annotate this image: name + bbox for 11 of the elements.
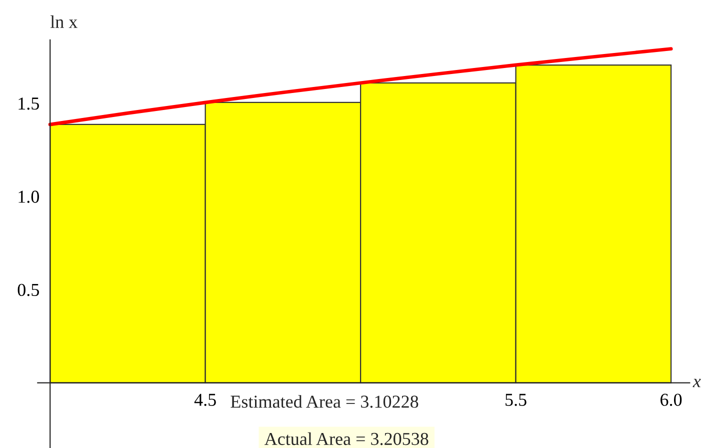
y-tick-label: 1.5	[18, 98, 39, 110]
x-tick-label: 6.0	[660, 394, 682, 406]
x-tick-label: 5.5	[506, 394, 526, 406]
annotation: Actual Area = 3.20538	[264, 432, 428, 446]
x-tick-label: 4.5	[194, 394, 216, 406]
x-axis-title: x	[692, 378, 701, 388]
line-series	[48, 47, 673, 126]
y-tick-label: 1.0	[18, 190, 39, 203]
annotation: Estimated Area = 3.10228	[230, 395, 418, 408]
y-axis-title: ln x	[50, 15, 78, 28]
y-tick-label: 0.5	[18, 284, 39, 296]
